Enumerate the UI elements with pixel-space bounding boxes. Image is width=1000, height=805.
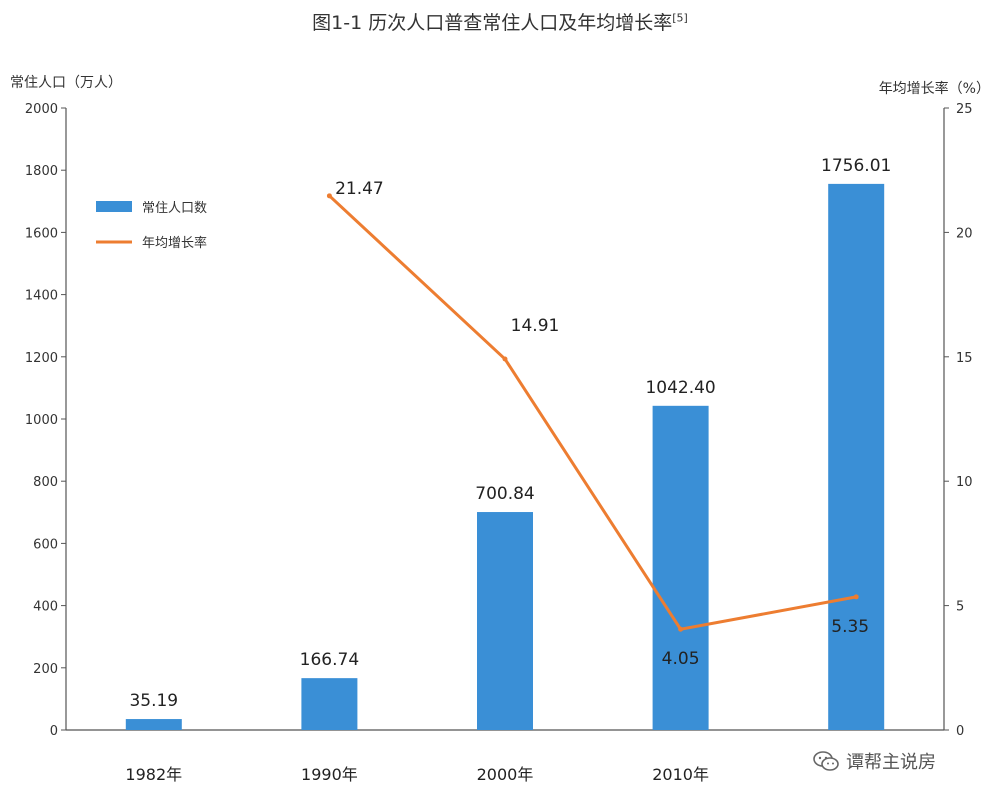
chart-title-superscript: [5]: [672, 11, 688, 25]
x-tick-label: 1990年: [301, 765, 358, 784]
right-axis-title: 年均增长率（%）: [878, 81, 990, 97]
line-data-label: 5.35: [831, 617, 869, 637]
left-tick-label: 600: [33, 537, 58, 552]
bar: [652, 405, 709, 730]
left-tick-label: 1200: [25, 351, 58, 366]
line-point: [326, 193, 332, 199]
right-tick-label: 5: [956, 600, 964, 615]
bar: [125, 719, 182, 730]
left-tick-label: 1400: [25, 289, 58, 304]
line-point: [502, 356, 508, 362]
bar-data-label: 1756.01: [821, 156, 891, 176]
line-data-label: 21.47: [335, 179, 384, 199]
left-tick-label: 1600: [25, 226, 58, 241]
right-tick-label: 10: [956, 475, 973, 490]
line-data-label: 14.91: [511, 316, 560, 336]
bar: [828, 183, 885, 731]
left-axis-title: 常住人口（万人）: [10, 75, 122, 91]
bar-data-label: 166.74: [300, 650, 359, 670]
line-data-label: 4.05: [662, 649, 700, 669]
growth-rate-line: [328, 194, 857, 631]
x-tick-label: 1982年: [125, 765, 182, 784]
watermark: 谭帮主说房: [812, 748, 936, 774]
right-tick-label: 0: [956, 724, 964, 739]
bar-data-label: 35.19: [129, 691, 178, 711]
left-tick-label: 800: [33, 475, 58, 490]
left-tick-label: 2000: [25, 102, 58, 117]
bar: [477, 512, 533, 730]
chart-title-text: 图1-1 历次人口普查常住人口及年均增长率: [312, 12, 673, 34]
left-tick-label: 200: [33, 662, 58, 677]
left-tick-label: 400: [33, 600, 58, 615]
left-tick-label: 1800: [25, 164, 58, 179]
watermark-text: 谭帮主说房: [846, 752, 936, 773]
x-tick-label: 2000年: [477, 765, 534, 784]
legend-label-bar: 常住人口数: [142, 201, 207, 216]
right-tick-label: 20: [956, 226, 973, 241]
right-tick-label: 15: [956, 351, 973, 366]
bar-data-label: 1042.40: [645, 378, 715, 398]
x-tick-label: 2010年: [652, 765, 709, 784]
bar: [301, 678, 358, 730]
line-point: [678, 626, 684, 632]
left-tick-label: 0: [50, 724, 58, 739]
legend-swatch-bar: [96, 201, 132, 212]
right-tick-label: 25: [956, 102, 973, 117]
line-point: [853, 594, 859, 600]
legend-label-line: 年均增长率: [142, 235, 207, 251]
bar-data-label: 700.84: [475, 484, 534, 504]
chart-title: 图1-1 历次人口普查常住人口及年均增长率[5]: [0, 8, 1000, 35]
left-tick-label: 1000: [25, 413, 58, 428]
wechat-icon: [813, 751, 839, 771]
